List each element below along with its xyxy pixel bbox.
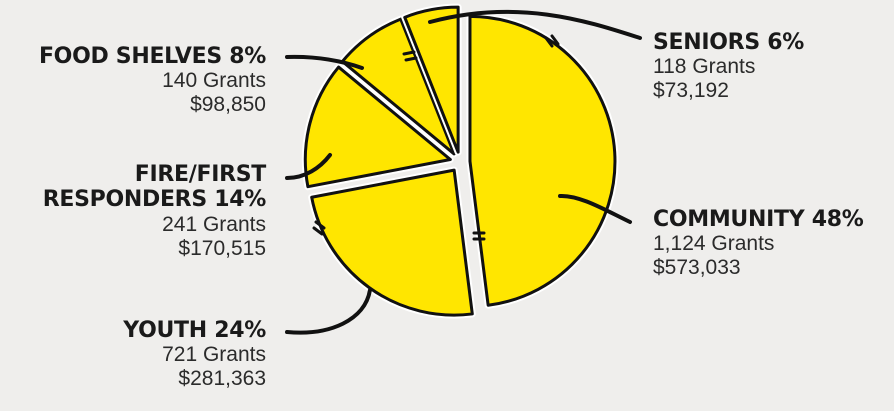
fire-grants: 241 Grants <box>162 212 266 236</box>
slice-seniors <box>403 5 460 154</box>
leader-seniors <box>428 9 642 40</box>
label-fire-first-responders: FIRE/FIRST RESPONDERS 14% 241 Grants $17… <box>42 162 267 261</box>
leader-community <box>558 193 632 224</box>
seniors-title: SENIORS 6% <box>653 30 804 55</box>
label-community: COMMUNITY 48% 1,124 Grants $573,033 <box>653 207 864 281</box>
label-food-shelves: FOOD SHELVES 8% 140 Grants $98,850 <box>39 44 266 118</box>
fire-title-line2: RESPONDERS 14% <box>42 187 267 213</box>
slice-community <box>468 14 617 307</box>
community-grants: 1,124 Grants <box>653 232 775 256</box>
fire-amount: $170,515 <box>178 236 266 260</box>
leader-youth <box>285 288 372 335</box>
community-amount: $573,033 <box>653 256 741 280</box>
slice-youth <box>310 168 474 317</box>
community-title: COMMUNITY 48% <box>653 207 864 232</box>
leader-food <box>285 54 364 70</box>
youth-title: YOUTH 24% <box>123 318 266 343</box>
seniors-grants: 118 Grants <box>653 55 756 79</box>
food-shelves-title: FOOD SHELVES 8% <box>38 44 266 69</box>
label-seniors: SENIORS 6% 118 Grants $73,192 <box>653 30 804 104</box>
leader-fire <box>285 153 332 180</box>
youth-grants: 721 Grants <box>162 343 266 367</box>
food-shelves-grants: 140 Grants <box>162 69 266 93</box>
youth-amount: $281,363 <box>178 367 266 391</box>
food-shelves-amount: $98,850 <box>190 93 266 117</box>
label-youth: YOUTH 24% 721 Grants $281,363 <box>123 318 266 392</box>
slice-fire-first-responders <box>303 65 452 189</box>
seniors-amount: $73,192 <box>653 79 729 103</box>
fire-title-line1: FIRE/FIRST <box>134 162 267 187</box>
